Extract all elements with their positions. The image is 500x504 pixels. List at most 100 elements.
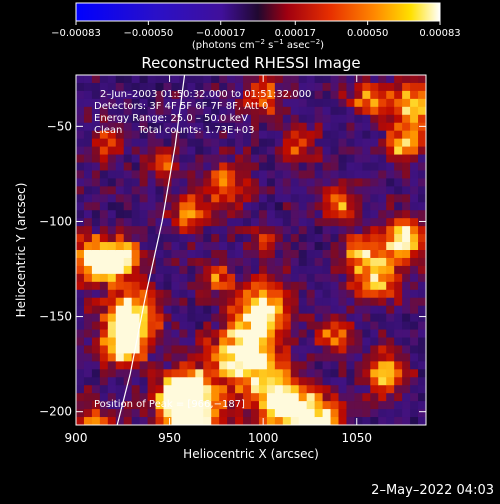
heatmap-cell	[378, 178, 387, 187]
heatmap-cell	[370, 345, 379, 354]
heatmap-cell	[314, 170, 324, 179]
x-tick-label: 900	[65, 431, 88, 445]
heatmap-cell	[258, 281, 268, 291]
heatmap-cell	[187, 98, 196, 108]
heatmap-cell	[338, 138, 347, 148]
heatmap-cell	[83, 353, 93, 362]
heatmap-cell	[139, 122, 149, 132]
heatmap-cell	[123, 114, 133, 124]
heatmap-cell	[370, 138, 379, 148]
heatmap-cell	[123, 273, 133, 283]
heatmap-cell	[147, 186, 157, 195]
heatmap-cell	[362, 170, 371, 179]
heatmap-cell	[386, 186, 395, 195]
heatmap-cell	[282, 194, 292, 203]
heatmap-cell	[418, 273, 426, 283]
heatmap-cell	[83, 337, 93, 346]
heatmap-cell	[235, 417, 244, 425]
heatmap-cell	[155, 321, 164, 331]
heatmap-cell	[227, 202, 236, 211]
heatmap-cell	[171, 297, 180, 307]
heatmap-cell	[123, 417, 133, 425]
heatmap-cell	[139, 369, 149, 378]
heatmap-cell	[386, 130, 395, 140]
heatmap-cell	[338, 218, 347, 227]
heatmap-cell	[163, 321, 172, 331]
heatmap-cell	[322, 146, 332, 156]
heatmap-cell	[155, 329, 164, 338]
heatmap-cell	[394, 98, 403, 108]
heatmap-cell	[147, 218, 157, 227]
heatmap-cell	[362, 242, 371, 251]
heatmap-cell	[139, 409, 149, 418]
heatmap-cell	[83, 313, 93, 323]
heatmap-cell	[171, 226, 180, 235]
heatmap-cell	[322, 385, 332, 394]
heatmap-cell	[251, 114, 260, 124]
heatmap-cell	[139, 162, 149, 171]
heatmap-cell	[410, 138, 419, 148]
heatmap-cell	[322, 186, 332, 195]
heatmap-cell	[282, 265, 292, 275]
heatmap-cell	[243, 257, 252, 267]
heatmap-cell	[282, 377, 292, 386]
heatmap-cell	[131, 242, 141, 251]
heatmap-cell	[251, 313, 260, 323]
heatmap-cell	[195, 257, 204, 267]
heatmap-cell	[290, 345, 300, 354]
heatmap-cell	[394, 242, 403, 251]
heatmap-cell	[131, 289, 141, 299]
heatmap-cell	[163, 154, 172, 163]
heatmap-cell	[76, 385, 85, 394]
heatmap-cell	[179, 146, 188, 156]
heatmap-cell	[266, 114, 276, 124]
heatmap-cell	[370, 146, 379, 156]
heatmap-cell	[402, 337, 411, 346]
heatmap-cell	[282, 146, 292, 156]
heatmap-cell	[179, 257, 188, 267]
heatmap-cell	[410, 98, 419, 108]
heatmap-cell	[187, 353, 196, 362]
heatmap-cell	[251, 146, 260, 156]
heatmap-cell	[298, 138, 308, 148]
heatmap-cell	[386, 98, 395, 108]
heatmap-cell	[99, 297, 109, 307]
heatmap-cell	[227, 122, 236, 132]
heatmap-cell	[76, 138, 85, 148]
heatmap-cell	[258, 226, 268, 235]
heatmap-cell	[211, 178, 220, 187]
heatmap-cell	[306, 98, 316, 108]
heatmap-cell	[243, 289, 252, 299]
heatmap-cell	[258, 305, 268, 315]
heatmap-cell	[362, 361, 371, 370]
heatmap-cell	[179, 305, 188, 315]
heatmap-cell	[195, 114, 204, 124]
heatmap-cell	[370, 178, 379, 187]
heatmap-cell	[378, 401, 387, 410]
heatmap-cell	[290, 337, 300, 346]
heatmap-cell	[290, 202, 300, 211]
heatmap-cell	[298, 218, 308, 227]
heatmap-cell	[354, 417, 363, 425]
heatmap-cell	[386, 417, 395, 425]
heatmap-cell	[155, 289, 164, 299]
heatmap-cell	[378, 273, 387, 283]
heatmap-cell	[370, 194, 379, 203]
heatmap-cell	[354, 329, 363, 338]
heatmap-cell	[139, 417, 149, 425]
heatmap-cell	[235, 162, 244, 171]
heatmap-cell	[402, 321, 411, 331]
heatmap-cell	[107, 154, 117, 163]
heatmap-cell	[171, 250, 180, 259]
heatmap-cell	[290, 409, 300, 418]
heatmap-cell	[99, 305, 109, 315]
heatmap-cell	[418, 234, 426, 243]
heatmap-cell	[298, 313, 308, 323]
heatmap-cell	[346, 210, 355, 219]
heatmap-cell	[203, 250, 212, 259]
heatmap-cell	[227, 273, 236, 283]
heatmap-cell	[123, 329, 133, 338]
heatmap-cell	[394, 154, 403, 163]
heatmap-cell	[251, 202, 260, 211]
heatmap-cell	[131, 337, 141, 346]
